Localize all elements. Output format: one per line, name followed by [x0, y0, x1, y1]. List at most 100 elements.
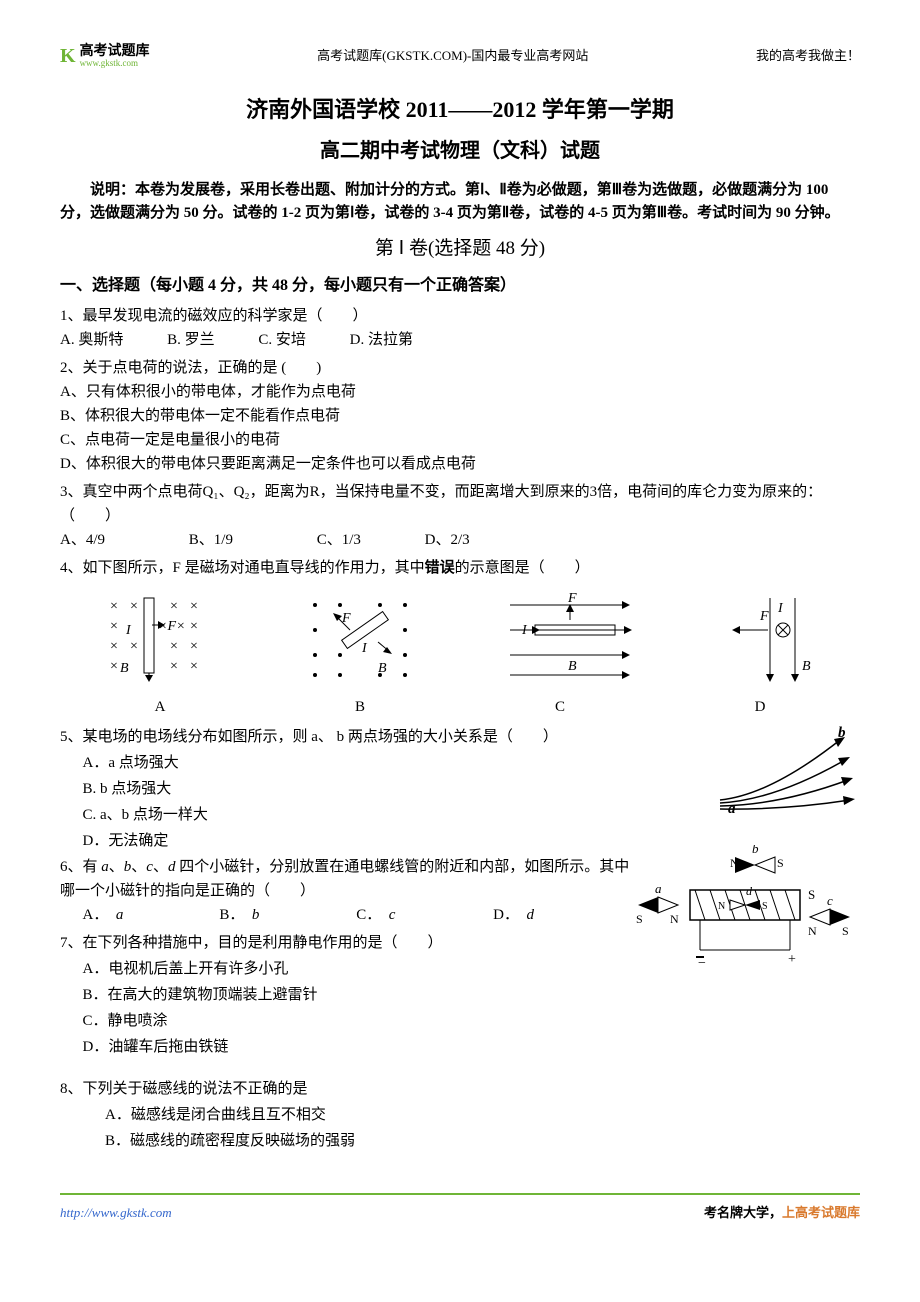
- q3-option-a: A、4/9: [60, 528, 105, 552]
- q2-option-c: C、点电荷一定是电量很小的电荷: [60, 428, 860, 452]
- svg-text:b: b: [838, 725, 846, 741]
- svg-text:F: F: [759, 609, 769, 624]
- svg-text:a: a: [728, 801, 736, 815]
- q8-options: A．磁感线是闭合曲线且互不相交 B．磁感线的疏密程度反映磁场的强弱: [105, 1103, 860, 1153]
- svg-text:I: I: [125, 623, 132, 638]
- q4-diagram-a: ×××× ××F×× ×××× ××× I B: [100, 590, 220, 685]
- document-subtitle: 高二期中考试物理（文科）试题: [60, 135, 860, 167]
- svg-text:a: a: [655, 881, 662, 896]
- svg-text:I: I: [361, 641, 368, 656]
- svg-text:F: F: [341, 611, 351, 626]
- q6-option-d: D． d: [493, 903, 630, 927]
- q4-label-b: B: [300, 695, 420, 719]
- q4-diagrams: ×××× ××F×× ×××× ××× I B F: [60, 590, 860, 685]
- q1-text: 1、最早发现电流的磁效应的科学家是（ ）: [60, 304, 860, 328]
- svg-text:S: S: [842, 924, 849, 938]
- q1-option-b: B. 罗兰: [167, 328, 215, 352]
- q7-option-b: B．在高大的建筑物顶端装上避雷针: [83, 983, 631, 1007]
- q4-labels: A B C D: [60, 695, 860, 719]
- q2-option-a: A、只有体积很小的带电体，才能作为点电荷: [60, 380, 860, 404]
- svg-text:S: S: [762, 901, 768, 912]
- question-6: 6、有 a、b、c、d 四个小磁针，分别放置在通电螺线管的附近和内部，如图所示。…: [60, 855, 860, 1063]
- q1-option-a: A. 奥斯特: [60, 328, 123, 352]
- question-1: 1、最早发现电流的磁效应的科学家是（ ） A. 奥斯特 B. 罗兰 C. 安培 …: [60, 304, 860, 352]
- q3-option-c: C、1/3: [317, 528, 361, 552]
- svg-text:×: ×: [110, 619, 118, 634]
- svg-text:N: N: [808, 924, 817, 938]
- logo-url: www.gkstk.com: [80, 59, 150, 68]
- q3-option-b: B、1/9: [189, 528, 233, 552]
- svg-text:×: ×: [110, 639, 118, 654]
- svg-text:S: S: [636, 912, 643, 926]
- header-center: 高考试题库(GKSTK.COM)-国内最专业高考网站: [317, 46, 588, 67]
- q5-text: 5、某电场的电场线分布如图所示，则 a、 b 两点场强的大小关系是（ ）: [60, 725, 710, 749]
- page-header: K 高考试题库 www.gkstk.com 高考试题库(GKSTK.COM)-国…: [60, 40, 860, 72]
- svg-text:×: ×: [190, 619, 198, 634]
- question-7: 7、在下列各种措施中，目的是利用静电作用的是（ ） A．电视机后盖上开有许多小孔…: [60, 931, 630, 1059]
- q5-options: A．a 点场强大 B. b 点场强大 C. a、b 点场一样大 D．无法确定: [83, 751, 711, 853]
- q4-label-d: D: [700, 695, 820, 719]
- q6-option-a: A． a: [83, 903, 220, 927]
- svg-text:×: ×: [130, 639, 138, 654]
- site-logo: K 高考试题库 www.gkstk.com: [60, 40, 150, 72]
- svg-text:N: N: [670, 912, 679, 926]
- logo-text: 高考试题库: [80, 45, 150, 59]
- q6-options: A． a B． b C． c D． d: [83, 903, 631, 927]
- q4-diagram-c: F I B: [500, 590, 640, 685]
- question-2: 2、关于点电荷的说法，正确的是 ( ) A、只有体积很小的带电体，才能作为点电荷…: [60, 356, 860, 476]
- q7-option-c: C．静电喷涂: [83, 1009, 631, 1033]
- svg-text:×: ×: [170, 659, 178, 674]
- header-right: 我的高考我做主！: [756, 46, 860, 67]
- q7-option-d: D．油罐车后拖由铁链: [83, 1035, 631, 1059]
- q8-text: 8、下列关于磁感线的说法不正确的是: [60, 1077, 860, 1101]
- svg-text:B: B: [120, 661, 129, 676]
- q3-option-d: D、2/3: [425, 528, 470, 552]
- section-1-title: 第 Ⅰ 卷(选择题 48 分): [60, 234, 860, 264]
- q4-label-a: A: [100, 695, 220, 719]
- q3-options: A、4/9 B、1/9 C、1/3 D、2/3: [60, 528, 860, 552]
- svg-text:×: ×: [170, 639, 178, 654]
- svg-text:×: ×: [190, 659, 198, 674]
- q2-text: 2、关于点电荷的说法，正确的是 ( ): [60, 356, 860, 380]
- svg-text:d: d: [746, 884, 753, 898]
- q6-solenoid-diagram: NS b d NS SN a NS c S + −: [630, 845, 860, 975]
- svg-text:c: c: [827, 893, 833, 908]
- subsection-title: 一、选择题（每小题 4 分，共 48 分，每小题只有一个正确答案）: [60, 273, 860, 299]
- q4-diagram-b: F I B: [300, 590, 420, 685]
- footer-divider: [60, 1193, 860, 1195]
- logo-icon: K: [60, 40, 76, 72]
- q5-option-c: C. a、b 点场一样大: [83, 803, 711, 827]
- svg-text:×: ×: [110, 659, 118, 674]
- question-5: 5、某电场的电场线分布如图所示，则 a、 b 两点场强的大小关系是（ ） A．a…: [60, 725, 860, 855]
- svg-text:×: ×: [170, 599, 178, 614]
- svg-text:S: S: [777, 856, 784, 870]
- svg-text:I: I: [777, 601, 784, 616]
- q7-options: A．电视机后盖上开有许多小孔 B．在高大的建筑物顶端装上避雷针 C．静电喷涂 D…: [83, 957, 631, 1059]
- svg-text:B: B: [378, 661, 387, 676]
- svg-text:×: ×: [110, 599, 118, 614]
- exam-instructions: 说明：本卷为发展卷，采用长卷出题、附加计分的方式。第Ⅰ、Ⅱ卷为必做题，第Ⅲ卷为选…: [60, 179, 860, 224]
- footer-slogan: 考名牌大学，上高考试题库: [704, 1203, 860, 1224]
- svg-text:S: S: [808, 887, 815, 902]
- page-footer: http://www.gkstk.com 考名牌大学，上高考试题库: [60, 1203, 860, 1224]
- q6-option-c: C． c: [356, 903, 493, 927]
- question-4: 4、如下图所示，F 是磁场对通电直导线的作用力，其中错误的示意图是（ ） × × ×…: [60, 556, 860, 719]
- q8-option-a: A．磁感线是闭合曲线且互不相交: [105, 1103, 860, 1127]
- q5-field-lines-diagram: b a: [710, 725, 860, 815]
- q8-option-b: B．磁感线的疏密程度反映磁场的强弱: [105, 1129, 860, 1153]
- footer-url: http://www.gkstk.com: [60, 1203, 172, 1224]
- svg-text:−: −: [698, 956, 706, 971]
- document-title: 济南外国语学校 2011——2012 学年第一学期: [60, 92, 860, 127]
- q4-diagram-d: F I B: [720, 590, 820, 685]
- q5-option-b: B. b 点场强大: [83, 777, 711, 801]
- q1-option-d: D. 法拉第: [350, 328, 413, 352]
- q1-options: A. 奥斯特 B. 罗兰 C. 安培 D. 法拉第: [60, 328, 860, 352]
- svg-text:B: B: [568, 659, 577, 674]
- q7-text: 7、在下列各种措施中，目的是利用静电作用的是（ ）: [60, 931, 630, 955]
- q4-text: 4、如下图所示，F 是磁场对通电直导线的作用力，其中错误的示意图是（ ）: [60, 556, 860, 580]
- svg-text:×: ×: [190, 599, 198, 614]
- q7-option-a: A．电视机后盖上开有许多小孔: [83, 957, 631, 981]
- svg-text:N: N: [730, 856, 739, 870]
- q1-option-c: C. 安培: [258, 328, 306, 352]
- svg-text:×: ×: [130, 599, 138, 614]
